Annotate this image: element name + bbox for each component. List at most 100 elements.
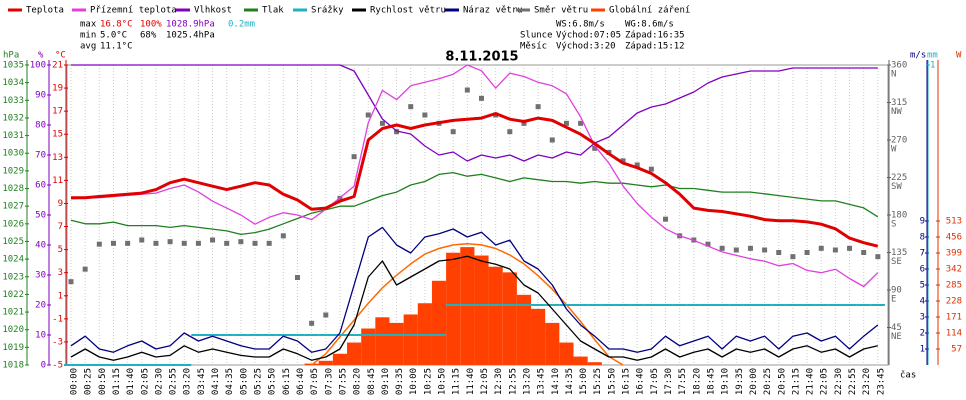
direction-dot: [450, 129, 456, 135]
radiation-bar: [587, 362, 602, 365]
y-tick-label: 5: [920, 281, 925, 291]
direction-dot: [705, 241, 711, 247]
y-tick-label: 7: [58, 222, 63, 232]
stat-text: 68%: [140, 31, 157, 41]
x-tick-label: 04:35: [225, 368, 235, 395]
y-tick-label: 4: [920, 297, 925, 307]
direction-dot: [549, 137, 555, 143]
y-tick-label: 270: [891, 136, 907, 146]
direction-dot: [507, 129, 513, 135]
x-tick-label: 16:15: [622, 368, 632, 395]
series-line: [70, 255, 878, 361]
x-tick-label: 05:00: [239, 368, 249, 395]
radiation-bar: [559, 342, 574, 365]
direction-dot: [804, 250, 810, 255]
x-tick-label: 08:20: [353, 368, 363, 395]
x-tick-label: 17:05: [650, 368, 660, 395]
stat-text: Západ:15:12: [625, 42, 685, 52]
direction-dot: [578, 120, 584, 126]
direction-dot: [394, 129, 400, 135]
y-tick-label: 114: [946, 329, 962, 339]
legend-label: Rychlost větru: [370, 6, 446, 16]
direction-dot: [733, 247, 739, 253]
y-tick-label: 1031: [2, 131, 24, 141]
radiation-bar: [403, 314, 418, 365]
y-tick-label: 1024: [2, 255, 24, 265]
x-tick-label: 12:30: [494, 368, 504, 395]
x-tick-label: 15:25: [593, 368, 603, 395]
radiation-bar: [573, 356, 588, 365]
stat-text: max: [80, 20, 97, 30]
x-tick-label: 11:40: [466, 368, 476, 395]
y-tick-label: 1030: [2, 149, 24, 159]
y-tick-label: 135: [891, 248, 907, 258]
legend-label: Tlak: [262, 6, 284, 16]
series-line: [311, 242, 624, 366]
x-tick-label: 05:50: [268, 368, 278, 395]
y-tick-label: 1029: [2, 166, 24, 176]
direction-dot: [280, 233, 286, 239]
x-tick-label: 15:00: [579, 368, 589, 395]
x-tick-label: 20:25: [763, 368, 773, 395]
stat-text: 1028.9hPa: [166, 20, 215, 30]
x-tick-label: 21:40: [806, 368, 816, 395]
direction-dot: [266, 240, 272, 246]
direction-dot: [379, 120, 385, 126]
radiation-bar: [332, 353, 348, 365]
y-tick-label: 1034: [2, 78, 24, 88]
x-tick-label: 03:45: [197, 368, 207, 395]
direction-dot: [82, 266, 88, 272]
direction-dot: [195, 240, 201, 246]
x-tick-label: 14:10: [551, 368, 561, 395]
direction-dot: [252, 240, 258, 246]
x-tick-label: 10:00: [409, 368, 419, 395]
x-tick-label: 01:15: [112, 368, 122, 395]
y-tick-name: SE: [891, 257, 902, 267]
y-tick-label: 70: [35, 151, 46, 161]
y-tick-label: 1: [920, 345, 925, 355]
x-tick-label: 18:45: [706, 368, 716, 395]
y-tick-label: 1027: [2, 202, 24, 212]
x-tick-label: 22:05: [820, 368, 830, 395]
radiation-bar: [474, 255, 489, 365]
direction-dot: [790, 254, 796, 260]
y-tick-label: -1: [52, 314, 63, 324]
stat-text: 5.0°C: [100, 31, 127, 41]
y-tick-label: 456: [946, 233, 962, 243]
series-line: [70, 64, 879, 288]
y-tick-label: 57: [951, 345, 962, 355]
y-tick-label: 1035: [2, 61, 24, 71]
y-tick-label: 11: [52, 176, 63, 186]
x-tick-label: 18:20: [692, 368, 702, 395]
y-tick-label: 399: [946, 249, 962, 259]
chart-title: 8.11.2015: [445, 50, 518, 65]
direction-dot: [210, 237, 216, 243]
series-line: [70, 171, 879, 236]
axis-unit: °C: [55, 51, 66, 61]
direction-dot: [776, 250, 782, 255]
legend-label: Vlhkost: [194, 6, 232, 16]
x-tick-label: 05:25: [254, 368, 264, 395]
axis-unit: hPa: [3, 51, 19, 61]
axis-unit: W: [956, 51, 962, 61]
y-tick-label: 1026: [2, 219, 24, 229]
x-tick-label: 11:15: [452, 368, 462, 395]
y-tick-label: 90: [891, 286, 902, 296]
y-tick-label: 17: [52, 107, 63, 117]
y-tick-label: 1033: [2, 96, 24, 106]
y-tick-label: 30: [35, 271, 46, 281]
series-line: [71, 112, 879, 248]
stat-text: avg: [80, 42, 96, 52]
y-tick-label: 45: [891, 323, 902, 333]
direction-dot: [464, 87, 470, 93]
y-tick-name: SW: [891, 182, 902, 192]
x-tick-label: 02:55: [169, 368, 179, 395]
y-tick-label: 60: [35, 181, 46, 191]
y-tick-label: 1021: [2, 308, 24, 318]
x-tick-label: 20:00: [749, 368, 759, 395]
y-tick-label: 15: [52, 130, 63, 140]
x-tick-label: 23:45: [876, 368, 886, 395]
x-tick-label: 16:40: [636, 368, 646, 395]
y-tick-label: 8: [920, 233, 925, 243]
y-tick-label: 0: [41, 361, 46, 371]
